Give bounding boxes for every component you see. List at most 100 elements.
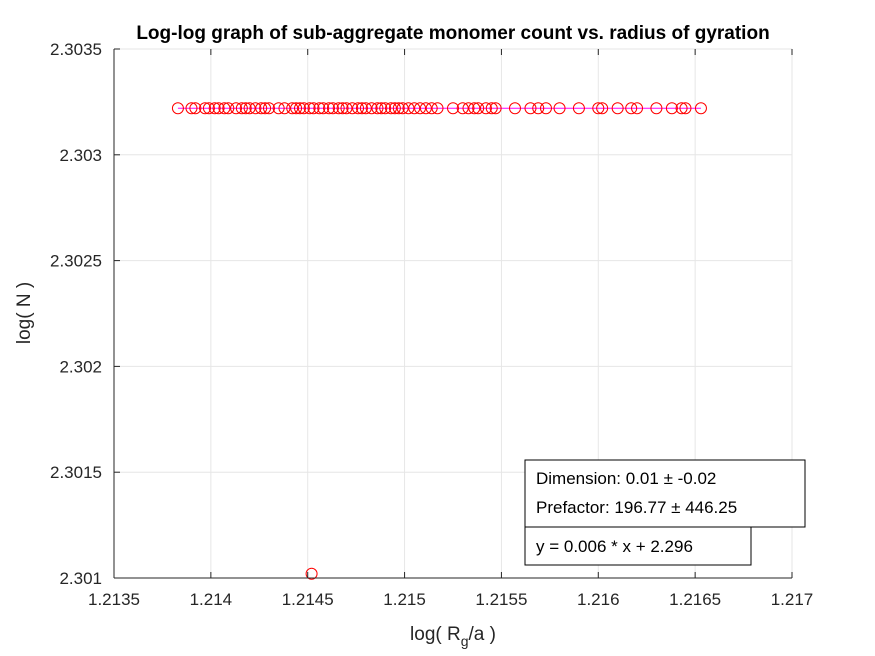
data-point: [679, 102, 692, 115]
data-point: [388, 102, 401, 115]
data-point: [553, 102, 566, 115]
data-point: [371, 102, 384, 115]
data-point: [425, 102, 438, 115]
data-point: [385, 102, 398, 115]
data-point: [631, 102, 644, 115]
data-point: [508, 102, 521, 115]
data-point: [317, 102, 330, 115]
data-point: [414, 102, 427, 115]
y-axis-label: log( N ): [14, 282, 35, 344]
data-point: [326, 102, 339, 115]
x-tick-label: 1.214: [190, 590, 233, 609]
data-point: [208, 102, 221, 115]
y-ticks: 2.301 2.3015 2.302 2.3025 2.303 2.3035: [50, 40, 120, 588]
data-point: [272, 102, 285, 115]
x-tick-label: 1.2165: [669, 590, 721, 609]
x-axis-label: log( Rg/a ): [410, 624, 496, 649]
data-point: [290, 102, 303, 115]
data-point: [665, 102, 678, 115]
y-tick-label: 2.3035: [50, 40, 102, 59]
data-point: [262, 102, 275, 115]
annotation-box-stats: Dimension: 0.01 ± -0.02 Prefactor: 196.7…: [524, 459, 806, 528]
data-point: [419, 102, 432, 115]
data-point: [650, 102, 663, 115]
annotation-box-stats-frame: [524, 459, 806, 528]
data-point: [456, 102, 469, 115]
data-point: [305, 567, 318, 580]
annotation-box-fit: y = 0.006 * x + 2.296: [524, 526, 752, 566]
data-point: [379, 102, 392, 115]
data-point: [189, 102, 202, 115]
data-point: [222, 102, 235, 115]
data-point: [447, 102, 459, 115]
data-point: [303, 102, 316, 115]
data-point: [259, 102, 272, 115]
data-point: [249, 102, 262, 115]
annotation-dimension: Dimension: 0.01 ± -0.02: [536, 469, 716, 488]
y-tick-label: 2.303: [59, 146, 102, 165]
data-point: [255, 102, 268, 115]
data-point: [218, 102, 231, 115]
data-point: [675, 102, 688, 115]
data-point: [239, 102, 252, 115]
x-tick-label: 1.2155: [475, 590, 527, 609]
data-point: [489, 102, 502, 115]
data-point: [313, 102, 326, 115]
data-point: [596, 102, 609, 115]
data-point: [293, 102, 306, 115]
data-point: [171, 102, 184, 115]
data-point: [375, 102, 388, 115]
data-point: [402, 102, 415, 115]
data-point: [199, 102, 212, 115]
data-point: [359, 102, 372, 115]
data-point: [392, 102, 405, 115]
x-tick-label: 1.215: [383, 590, 426, 609]
x-tick-label: 1.2135: [88, 590, 140, 609]
data-point: [278, 102, 291, 115]
data-point: [572, 102, 585, 115]
axes: [113, 49, 792, 579]
data-point: [212, 102, 225, 115]
x-axis-label-subscript: g: [461, 633, 469, 649]
data-point: [611, 102, 624, 115]
chart-title: Log-log graph of sub-aggregate monomer c…: [136, 23, 769, 44]
data-point: [243, 102, 256, 115]
data-point: [365, 102, 378, 115]
data-point: [346, 102, 359, 115]
data-point: [532, 102, 545, 115]
annotation-box-fit-frame: [524, 526, 752, 566]
x-axis-label-tail: /a ): [469, 624, 496, 645]
data-point: [592, 102, 605, 115]
data-point: [202, 102, 215, 115]
data-point: [286, 102, 299, 115]
data-point: [307, 102, 320, 115]
data-point: [230, 102, 243, 115]
data-point: [235, 102, 248, 115]
y-tick-label: 2.301: [59, 569, 102, 588]
data-point: [332, 102, 345, 115]
x-tick-label: 1.2145: [282, 590, 334, 609]
data-point: [408, 102, 421, 115]
annotation-prefactor: Prefactor: 196.77 ± 446.25: [536, 498, 737, 517]
data-point: [472, 102, 485, 115]
y-tick-label: 2.3025: [50, 252, 102, 271]
y-tick-label: 2.3015: [50, 463, 102, 482]
data-point: [694, 102, 707, 115]
data-point: [396, 102, 409, 115]
data-point: [323, 102, 336, 115]
y-tick-label: 2.302: [59, 357, 102, 376]
data-point: [352, 102, 365, 115]
data-point: [355, 102, 368, 115]
data-point: [462, 102, 475, 115]
data-point: [431, 102, 444, 115]
data-point: [468, 102, 481, 115]
data-point: [524, 102, 537, 115]
data-point: [539, 102, 552, 115]
data-point: [336, 102, 349, 115]
data-point: [485, 102, 498, 115]
x-tick-label: 1.217: [771, 590, 814, 609]
data-points: [171, 102, 707, 580]
x-tick-label: 1.216: [577, 590, 620, 609]
x-ticks: 1.2135 1.214 1.2145 1.215 1.2155 1.216 1.2165 1…: [88, 49, 813, 609]
